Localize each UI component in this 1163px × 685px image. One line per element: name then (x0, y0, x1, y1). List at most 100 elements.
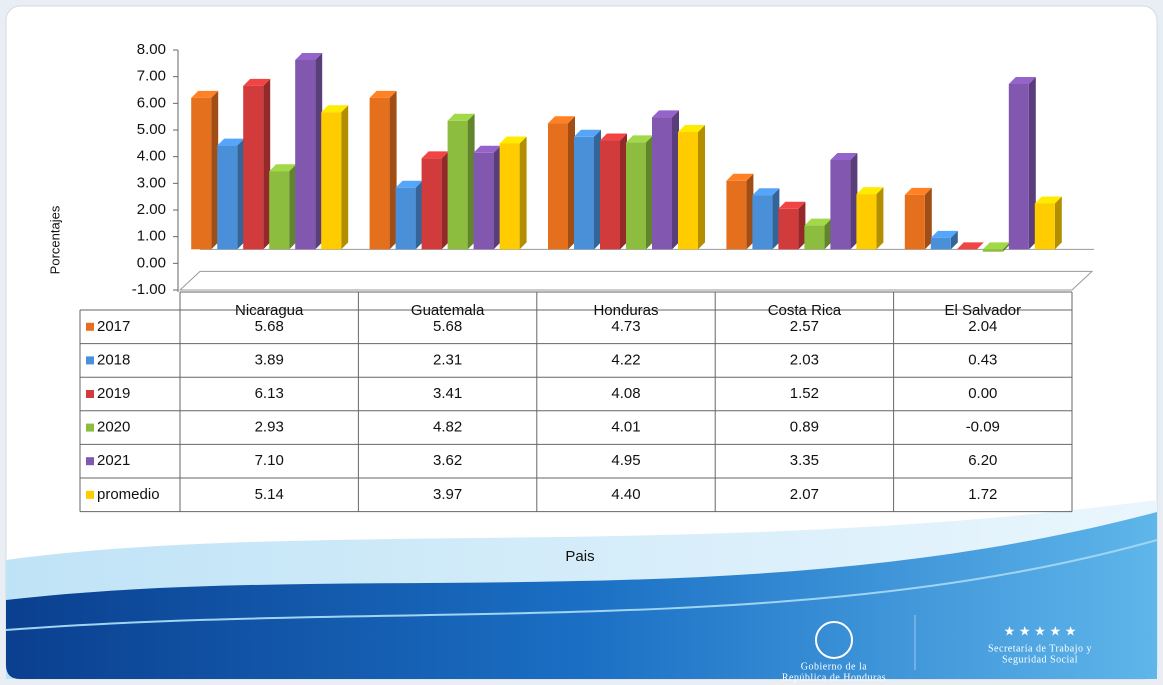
y-tick-label: 5.00 (137, 121, 166, 138)
bar-side (568, 116, 575, 249)
bar (574, 137, 594, 250)
bar (804, 226, 824, 250)
bar-side (211, 91, 218, 249)
bar (269, 171, 289, 249)
y-tick-label: 8.00 (137, 41, 166, 58)
bar (1035, 203, 1055, 249)
legend-label: 2019 (97, 385, 130, 402)
bar-side (746, 174, 753, 250)
legend-swatch (86, 491, 94, 499)
bar-side (672, 110, 679, 249)
bar-side (416, 181, 423, 250)
value-label: 2.03 (790, 351, 819, 368)
value-label: 4.95 (611, 452, 640, 469)
bar-side (798, 202, 805, 250)
bar (856, 194, 876, 249)
y-tick-label: 6.00 (137, 94, 166, 111)
legend-label: 2018 (97, 351, 130, 368)
ministry-text: Secretaría de Trabajo y (988, 643, 1092, 654)
bar (726, 181, 746, 250)
value-label: 2.04 (968, 318, 997, 335)
x-tick-label: Honduras (593, 302, 658, 319)
legend-swatch (86, 424, 94, 432)
bar (752, 195, 772, 249)
value-label: 4.01 (611, 419, 640, 436)
bar-side (1055, 196, 1062, 249)
bar (243, 86, 263, 249)
bar (370, 98, 390, 249)
value-label: 6.20 (968, 452, 997, 469)
value-label: 3.97 (433, 486, 462, 503)
bar-side (850, 153, 857, 249)
value-label: 5.68 (255, 318, 284, 335)
bar (295, 60, 315, 249)
bar-side (925, 188, 932, 249)
bar (191, 98, 211, 249)
y-tick-label: 4.00 (137, 148, 166, 165)
bar (830, 160, 850, 249)
bar (1009, 84, 1029, 249)
bar-side (442, 151, 449, 249)
x-tick-label: El Salvador (944, 302, 1021, 319)
value-label: 4.22 (611, 351, 640, 368)
slide: Gobierno de la República de Honduras ★ ★… (0, 0, 1163, 685)
floor (180, 271, 1092, 290)
legend-label: 2017 (97, 318, 130, 335)
bar-side (237, 139, 244, 250)
value-label: 0.00 (968, 385, 997, 402)
bar-side (468, 114, 475, 250)
legend-swatch (86, 390, 94, 398)
bar-side (594, 130, 601, 250)
bar-side (772, 188, 779, 249)
value-label: 3.62 (433, 452, 462, 469)
x-tick-label: Costa Rica (768, 302, 842, 319)
bar (217, 146, 237, 250)
bar (600, 141, 620, 250)
bar (321, 112, 341, 249)
y-tick-label: 2.00 (137, 201, 166, 218)
value-label: 2.07 (790, 486, 819, 503)
bar (678, 132, 698, 249)
bar-side (1029, 77, 1036, 249)
value-label: 4.40 (611, 486, 640, 503)
value-label: 6.13 (255, 385, 284, 402)
value-label: 1.52 (790, 385, 819, 402)
legend-swatch (86, 457, 94, 465)
bar-side (620, 134, 627, 250)
legend-label: 2021 (97, 452, 130, 469)
bar (500, 143, 520, 249)
bar (778, 209, 798, 250)
bar-side (646, 135, 653, 249)
bar-side (390, 91, 397, 249)
value-label: 2.93 (255, 419, 284, 436)
y-tick-label: -1.00 (132, 281, 166, 298)
bar-side (289, 164, 296, 249)
value-label: 4.73 (611, 318, 640, 335)
value-label: 2.57 (790, 318, 819, 335)
value-label: 2.31 (433, 351, 462, 368)
value-label: 3.35 (790, 452, 819, 469)
value-label: 4.08 (611, 385, 640, 402)
bar (905, 195, 925, 249)
bar (931, 238, 951, 249)
y-tick-label: 3.00 (137, 174, 166, 191)
stars: ★ ★ ★ ★ ★ (1004, 623, 1077, 638)
x-axis-title: Pais (565, 548, 594, 565)
bar (422, 158, 442, 249)
value-label: 4.82 (433, 419, 462, 436)
y-tick-label: 1.00 (137, 228, 166, 245)
value-label: 3.89 (255, 351, 284, 368)
bar-side (341, 105, 348, 249)
bar-side (263, 79, 270, 249)
legend-label: 2020 (97, 419, 130, 436)
bar-side (494, 146, 501, 250)
gov-text: República de Honduras (782, 672, 886, 683)
x-tick-label: Guatemala (411, 302, 485, 319)
y-tick-label: 0.00 (137, 254, 166, 271)
gov-text: Gobierno de la (801, 661, 867, 672)
value-label: 1.72 (968, 486, 997, 503)
bar (474, 153, 494, 250)
bar (396, 188, 416, 250)
value-label: 0.43 (968, 351, 997, 368)
bar-side (876, 187, 883, 249)
